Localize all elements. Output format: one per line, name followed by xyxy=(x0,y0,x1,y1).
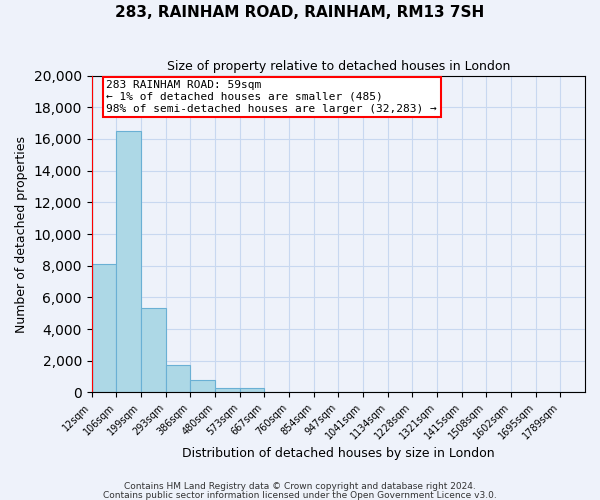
Bar xyxy=(239,388,265,392)
Text: 283, RAINHAM ROAD, RAINHAM, RM13 7SH: 283, RAINHAM ROAD, RAINHAM, RM13 7SH xyxy=(115,5,485,20)
Title: Size of property relative to detached houses in London: Size of property relative to detached ho… xyxy=(167,60,510,73)
Bar xyxy=(166,364,190,392)
Bar xyxy=(141,308,166,392)
Text: 283 RAINHAM ROAD: 59sqm
← 1% of detached houses are smaller (485)
98% of semi-de: 283 RAINHAM ROAD: 59sqm ← 1% of detached… xyxy=(106,80,437,114)
X-axis label: Distribution of detached houses by size in London: Distribution of detached houses by size … xyxy=(182,447,494,460)
Bar xyxy=(92,264,116,392)
Y-axis label: Number of detached properties: Number of detached properties xyxy=(15,136,28,332)
Text: Contains HM Land Registry data © Crown copyright and database right 2024.: Contains HM Land Registry data © Crown c… xyxy=(124,482,476,491)
Text: Contains public sector information licensed under the Open Government Licence v3: Contains public sector information licen… xyxy=(103,490,497,500)
Bar xyxy=(190,380,215,392)
Bar xyxy=(215,388,239,392)
Bar xyxy=(116,131,141,392)
